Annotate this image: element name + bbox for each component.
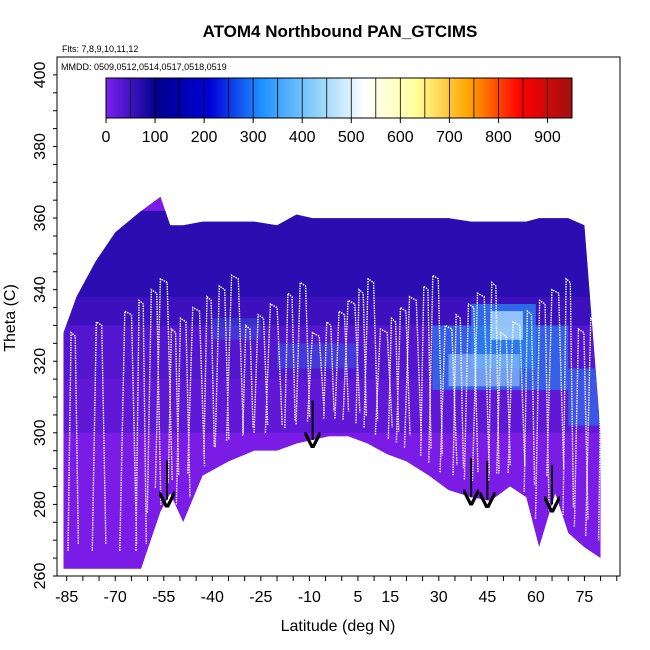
flight-profile	[67, 331, 80, 551]
y-tick-label: 260	[32, 563, 49, 590]
flight-profile	[403, 295, 423, 448]
colorbar-tick-label: 100	[142, 129, 169, 146]
field-enhancement	[277, 343, 358, 369]
colorbar-tick-label: 500	[338, 129, 365, 146]
colorbar-tick-label: 300	[240, 129, 267, 146]
x-tick-label: 15	[381, 589, 399, 606]
field-enhancement	[212, 318, 261, 340]
heatmap-field	[63, 196, 601, 569]
flight-profile	[355, 288, 368, 424]
flight-profile	[135, 298, 148, 551]
annotation-dates: MMDD: 0509,0512,0514,0517,0518,0519	[61, 62, 227, 72]
x-tick-label: -85	[55, 589, 78, 606]
x-tick-label: -40	[201, 589, 224, 606]
y-axis-label: Theta (C)	[2, 284, 19, 352]
flight-profile	[387, 316, 400, 439]
x-tick-label: -55	[152, 589, 175, 606]
flight-profile	[214, 284, 230, 448]
field-enhancement	[490, 311, 523, 340]
flight-profile	[284, 291, 296, 429]
flight-profile	[119, 309, 138, 551]
y-tick-label: 360	[32, 205, 49, 232]
y-tick-label: 380	[32, 133, 49, 160]
y-tick-label: 340	[32, 276, 49, 303]
flight-profile	[523, 309, 536, 492]
y-tick-label: 280	[32, 491, 49, 518]
colorbar-tick-label: 200	[191, 129, 218, 146]
flight-profile	[167, 327, 180, 483]
x-tick-label: 60	[527, 589, 545, 606]
flight-profile	[452, 313, 465, 476]
flight-profile	[496, 331, 512, 474]
flight-profile	[585, 317, 604, 536]
colorbar-tick-label: 600	[387, 129, 414, 146]
x-tick-label: -70	[104, 589, 127, 606]
colorbar: 0 100 200 300 400 500 600 700 800 900	[102, 77, 573, 146]
y-tick-label: 320	[32, 348, 49, 375]
flight-profile	[225, 274, 245, 441]
y-axis: 260 280 300 320 340 360 380 400	[32, 61, 57, 589]
flight-profile	[428, 274, 444, 463]
flight-profile	[242, 323, 254, 436]
flight-profile	[573, 327, 589, 527]
flight-profile	[395, 306, 411, 443]
y-tick-label: 300	[32, 419, 49, 446]
flight-profile	[487, 280, 500, 481]
field-enhancement	[568, 368, 601, 426]
flight-profile	[295, 281, 311, 425]
colorbar-tick-label: 900	[534, 129, 561, 146]
x-tick-label: -25	[249, 589, 272, 606]
flight-profile	[471, 292, 490, 482]
field-band	[63, 210, 601, 297]
flight-profile	[334, 309, 350, 419]
flight-profile	[175, 317, 191, 505]
x-tick-label: -10	[298, 589, 321, 606]
chart-title: ATOM4 Northbound PAN_GTCIMS	[203, 22, 478, 41]
x-tick-label: 5	[353, 589, 362, 606]
y-tick-label: 400	[32, 61, 49, 88]
x-tick-label: 45	[478, 589, 496, 606]
flight-profile	[507, 320, 526, 473]
x-tick-label: 30	[430, 589, 448, 606]
flight-profile	[419, 284, 432, 456]
flight-profile	[187, 306, 206, 474]
flight-profile	[597, 306, 610, 541]
flight-profile	[264, 302, 283, 433]
flight-profile	[253, 313, 269, 433]
colorbar-tick-label: 700	[436, 129, 463, 146]
flight-profile	[306, 331, 325, 422]
flight-profile	[146, 288, 162, 513]
flight-profile	[322, 320, 335, 419]
arrow-markers	[167, 400, 552, 505]
colorbar-tick-label: 0	[102, 129, 111, 146]
plot-frame	[56, 56, 621, 577]
x-axis: -85 -70 -55 -40 -25 -10 5 15 30 45 60 75	[55, 576, 618, 606]
flight-profile	[562, 277, 575, 516]
flight-tracks	[67, 274, 610, 551]
colorbar-tick-label: 400	[289, 129, 316, 146]
x-tick-label: 75	[576, 589, 594, 606]
field-enhancement	[448, 354, 520, 387]
flight-profile	[463, 302, 479, 480]
flight-profile	[203, 295, 215, 455]
colorbar-tick-label: 800	[485, 129, 512, 146]
flight-profile	[534, 299, 550, 519]
annotation-flights: Flts: 7,8,9,10,11,12	[62, 44, 138, 54]
flight-profile	[546, 288, 565, 476]
colorbar-bar	[105, 77, 573, 119]
x-axis-label: Latitude (deg N)	[281, 618, 396, 635]
